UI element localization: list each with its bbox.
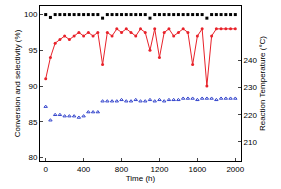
svg-text:800: 800	[115, 165, 129, 174]
svg-text:230: 230	[244, 83, 258, 92]
svg-text:80: 80	[28, 153, 37, 162]
svg-text:Reaction Temperature (°C): Reaction Temperature (°C)	[258, 36, 267, 131]
svg-text:0: 0	[43, 165, 48, 174]
svg-text:240: 240	[244, 56, 258, 65]
svg-text:1200: 1200	[151, 165, 169, 174]
svg-text:2000: 2000	[226, 165, 244, 174]
svg-text:85: 85	[28, 118, 37, 127]
svg-text:95: 95	[28, 46, 37, 55]
svg-text:400: 400	[77, 165, 91, 174]
svg-text:90: 90	[28, 82, 37, 91]
svg-text:210: 210	[244, 138, 258, 147]
svg-text:100: 100	[24, 10, 38, 19]
svg-text:Conversion and selectivity (%): Conversion and selectivity (%)	[13, 29, 22, 137]
svg-text:Time (h): Time (h)	[126, 174, 156, 183]
svg-text:220: 220	[244, 111, 258, 120]
svg-text:1600: 1600	[188, 165, 206, 174]
